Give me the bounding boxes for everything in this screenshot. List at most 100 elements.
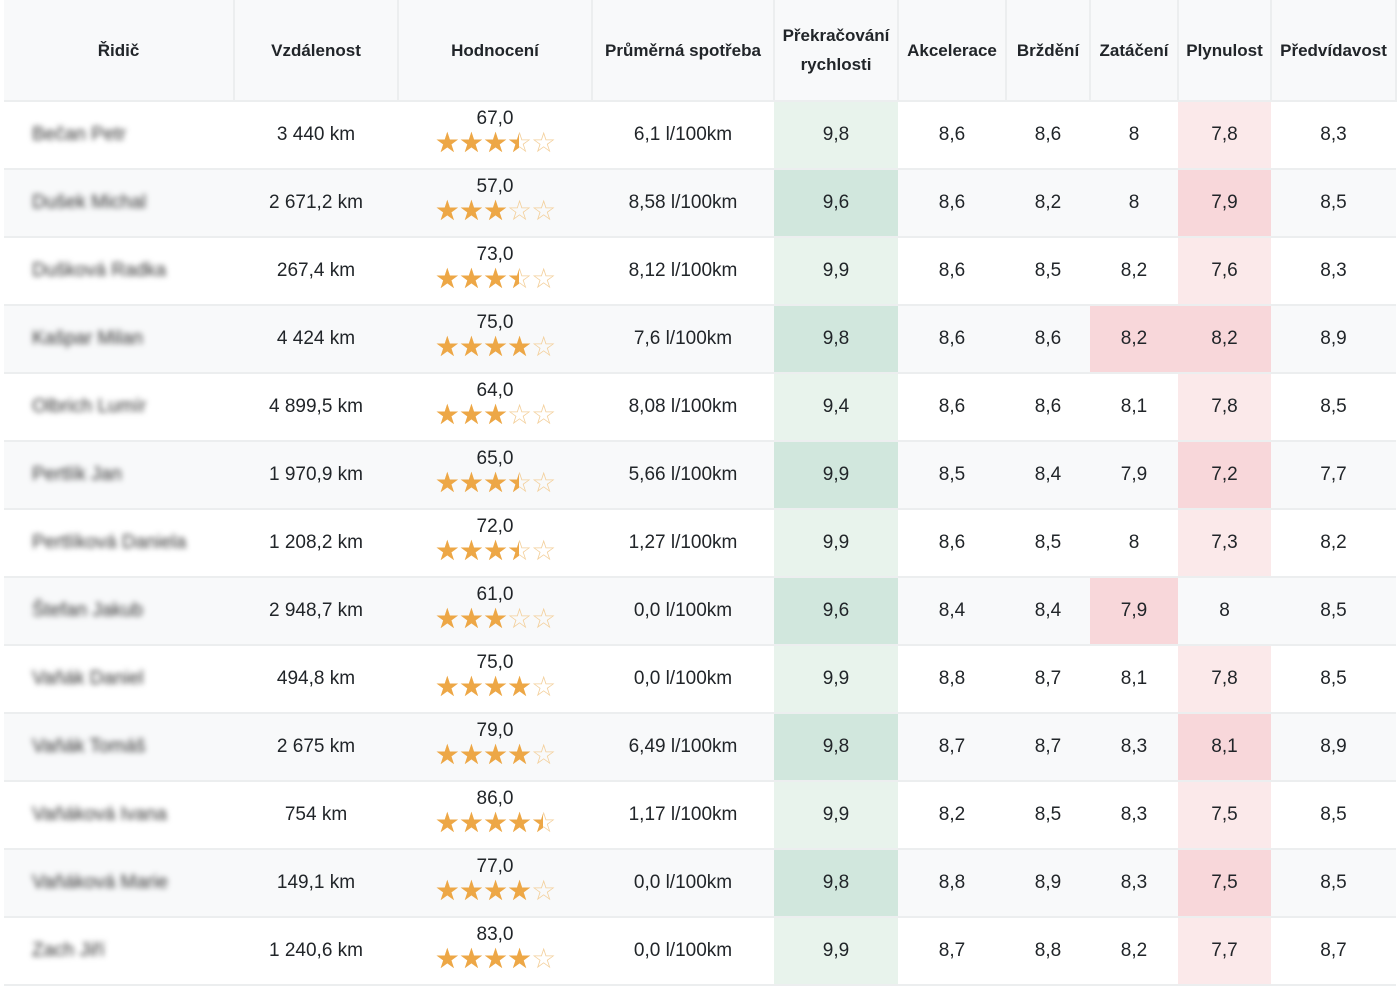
rating-value: 65,0 (476, 448, 514, 469)
turning-cell: 8 (1090, 509, 1178, 578)
anticipation-cell: 8,5 (1271, 373, 1396, 442)
speeding-cell: 9,6 (774, 169, 898, 238)
consumption-cell: 5,66 l/100km (592, 441, 774, 510)
speeding-cell: 9,4 (774, 373, 898, 442)
distance-cell: 754 km (234, 781, 398, 850)
driver-name-cell: Dušková Radka (4, 237, 234, 306)
star-rating-icon: ☆☆☆☆☆★★★★★ (434, 807, 557, 838)
rating-cell: 83,0☆☆☆☆☆★★★★★ (398, 917, 592, 986)
rating-cell: 86,0☆☆☆☆☆★★★★★ (398, 781, 592, 850)
rating-value: 79,0 (476, 720, 514, 741)
driver-name: Vaňák Daniel (32, 668, 144, 689)
rating-value: 61,0 (476, 584, 514, 605)
driver-name-cell: Vaňáková Marie (4, 849, 234, 918)
anticipation-cell: 8,3 (1271, 237, 1396, 306)
acceleration-cell: 8,7 (898, 917, 1006, 986)
rating-value: 57,0 (476, 176, 514, 197)
braking-cell: 8,4 (1006, 577, 1090, 646)
speeding-cell: 9,9 (774, 441, 898, 510)
turning-cell: 7,9 (1090, 577, 1178, 646)
braking-cell: 8,5 (1006, 781, 1090, 850)
rating-cell: 64,0☆☆☆☆☆★★★★★ (398, 373, 592, 442)
speeding-cell: 9,9 (774, 509, 898, 578)
braking-cell: 8,6 (1006, 373, 1090, 442)
braking-cell: 8,2 (1006, 169, 1090, 238)
driver-name-cell: Vaňák Tomáš (4, 713, 234, 782)
column-header-braking[interactable]: Brždění (1006, 0, 1091, 102)
anticipation-cell: 8,5 (1271, 645, 1396, 714)
turning-cell: 8 (1090, 101, 1178, 170)
driver-name: Dušek Michal (32, 192, 147, 213)
driver-name-cell: Dušek Michal (4, 169, 234, 238)
consumption-cell: 8,08 l/100km (592, 373, 774, 442)
column-header-consumption[interactable]: Průměrná spotřeba (592, 0, 775, 102)
distance-cell: 1 970,9 km (234, 441, 398, 510)
distance-cell: 2 948,7 km (234, 577, 398, 646)
star-rating-icon: ☆☆☆☆☆★★★★★ (434, 263, 557, 294)
rating-cell: 72,0☆☆☆☆☆★★★★★ (398, 509, 592, 578)
star-rating-icon: ☆☆☆☆☆★★★★★ (434, 195, 557, 226)
speeding-cell: 9,8 (774, 849, 898, 918)
column-header-speeding[interactable]: Překračování rychlosti (774, 0, 899, 102)
column-header-smoothness[interactable]: Plynulost (1178, 0, 1272, 102)
driver-name: Vaňáková Ivana (32, 804, 167, 825)
rating-cell: 61,0☆☆☆☆☆★★★★★ (398, 577, 592, 646)
rating-value: 75,0 (476, 652, 514, 673)
rating-value: 86,0 (476, 788, 514, 809)
driver-name: Pertlíková Daniela (32, 532, 187, 553)
turning-cell: 8,1 (1090, 645, 1178, 714)
star-rating-icon: ☆☆☆☆☆★★★★★ (434, 535, 557, 566)
table-row[interactable]: Pertlíková Daniela 1 208,2 km 72,0 ☆☆☆☆☆ ★★★… (4, 509, 1396, 578)
anticipation-cell: 8,5 (1271, 169, 1396, 238)
column-header-driver[interactable]: Řidič (4, 0, 235, 102)
acceleration-cell: 8,2 (898, 781, 1006, 850)
distance-cell: 1 240,6 km (234, 917, 398, 986)
smoothness-cell: 8 (1178, 577, 1271, 646)
speeding-cell: 9,8 (774, 101, 898, 170)
driver-name-cell: Bečan Petr (4, 101, 234, 170)
consumption-cell: 0,0 l/100km (592, 577, 774, 646)
acceleration-cell: 8,5 (898, 441, 1006, 510)
smoothness-cell: 7,3 (1178, 509, 1271, 578)
column-header-turning[interactable]: Zatáčení (1090, 0, 1179, 102)
rating-value: 73,0 (476, 244, 514, 265)
rating-cell: 79,0☆☆☆☆☆★★★★★ (398, 713, 592, 782)
rating-value: 67,0 (476, 108, 514, 129)
distance-cell: 267,4 km (234, 237, 398, 306)
acceleration-cell: 8,6 (898, 237, 1006, 306)
rating-cell: 75,0☆☆☆☆☆★★★★★ (398, 305, 592, 374)
turning-cell: 8,2 (1090, 237, 1178, 306)
braking-cell: 8,9 (1006, 849, 1090, 918)
smoothness-cell: 7,7 (1178, 917, 1271, 986)
column-header-acceleration[interactable]: Akcelerace (898, 0, 1007, 102)
consumption-cell: 6,49 l/100km (592, 713, 774, 782)
anticipation-cell: 8,7 (1271, 917, 1396, 986)
consumption-cell: 7,6 l/100km (592, 305, 774, 374)
speeding-cell: 9,9 (774, 781, 898, 850)
driver-name: Zach Jiří (32, 940, 105, 961)
turning-cell: 8,3 (1090, 781, 1178, 850)
driver-name-cell: Pertlíková Daniela (4, 509, 234, 578)
column-header-anticipation[interactable]: Předvídavost (1271, 0, 1397, 102)
distance-cell: 4 899,5 km (234, 373, 398, 442)
column-header-rating[interactable]: Hodnocení (398, 0, 593, 102)
anticipation-cell: 8,9 (1271, 305, 1396, 374)
anticipation-cell: 8,5 (1271, 849, 1396, 918)
rating-value: 83,0 (476, 924, 514, 945)
column-header-distance[interactable]: Vzdálenost (234, 0, 399, 102)
anticipation-cell: 8,5 (1271, 577, 1396, 646)
acceleration-cell: 8,6 (898, 509, 1006, 578)
smoothness-cell: 7,8 (1178, 645, 1271, 714)
